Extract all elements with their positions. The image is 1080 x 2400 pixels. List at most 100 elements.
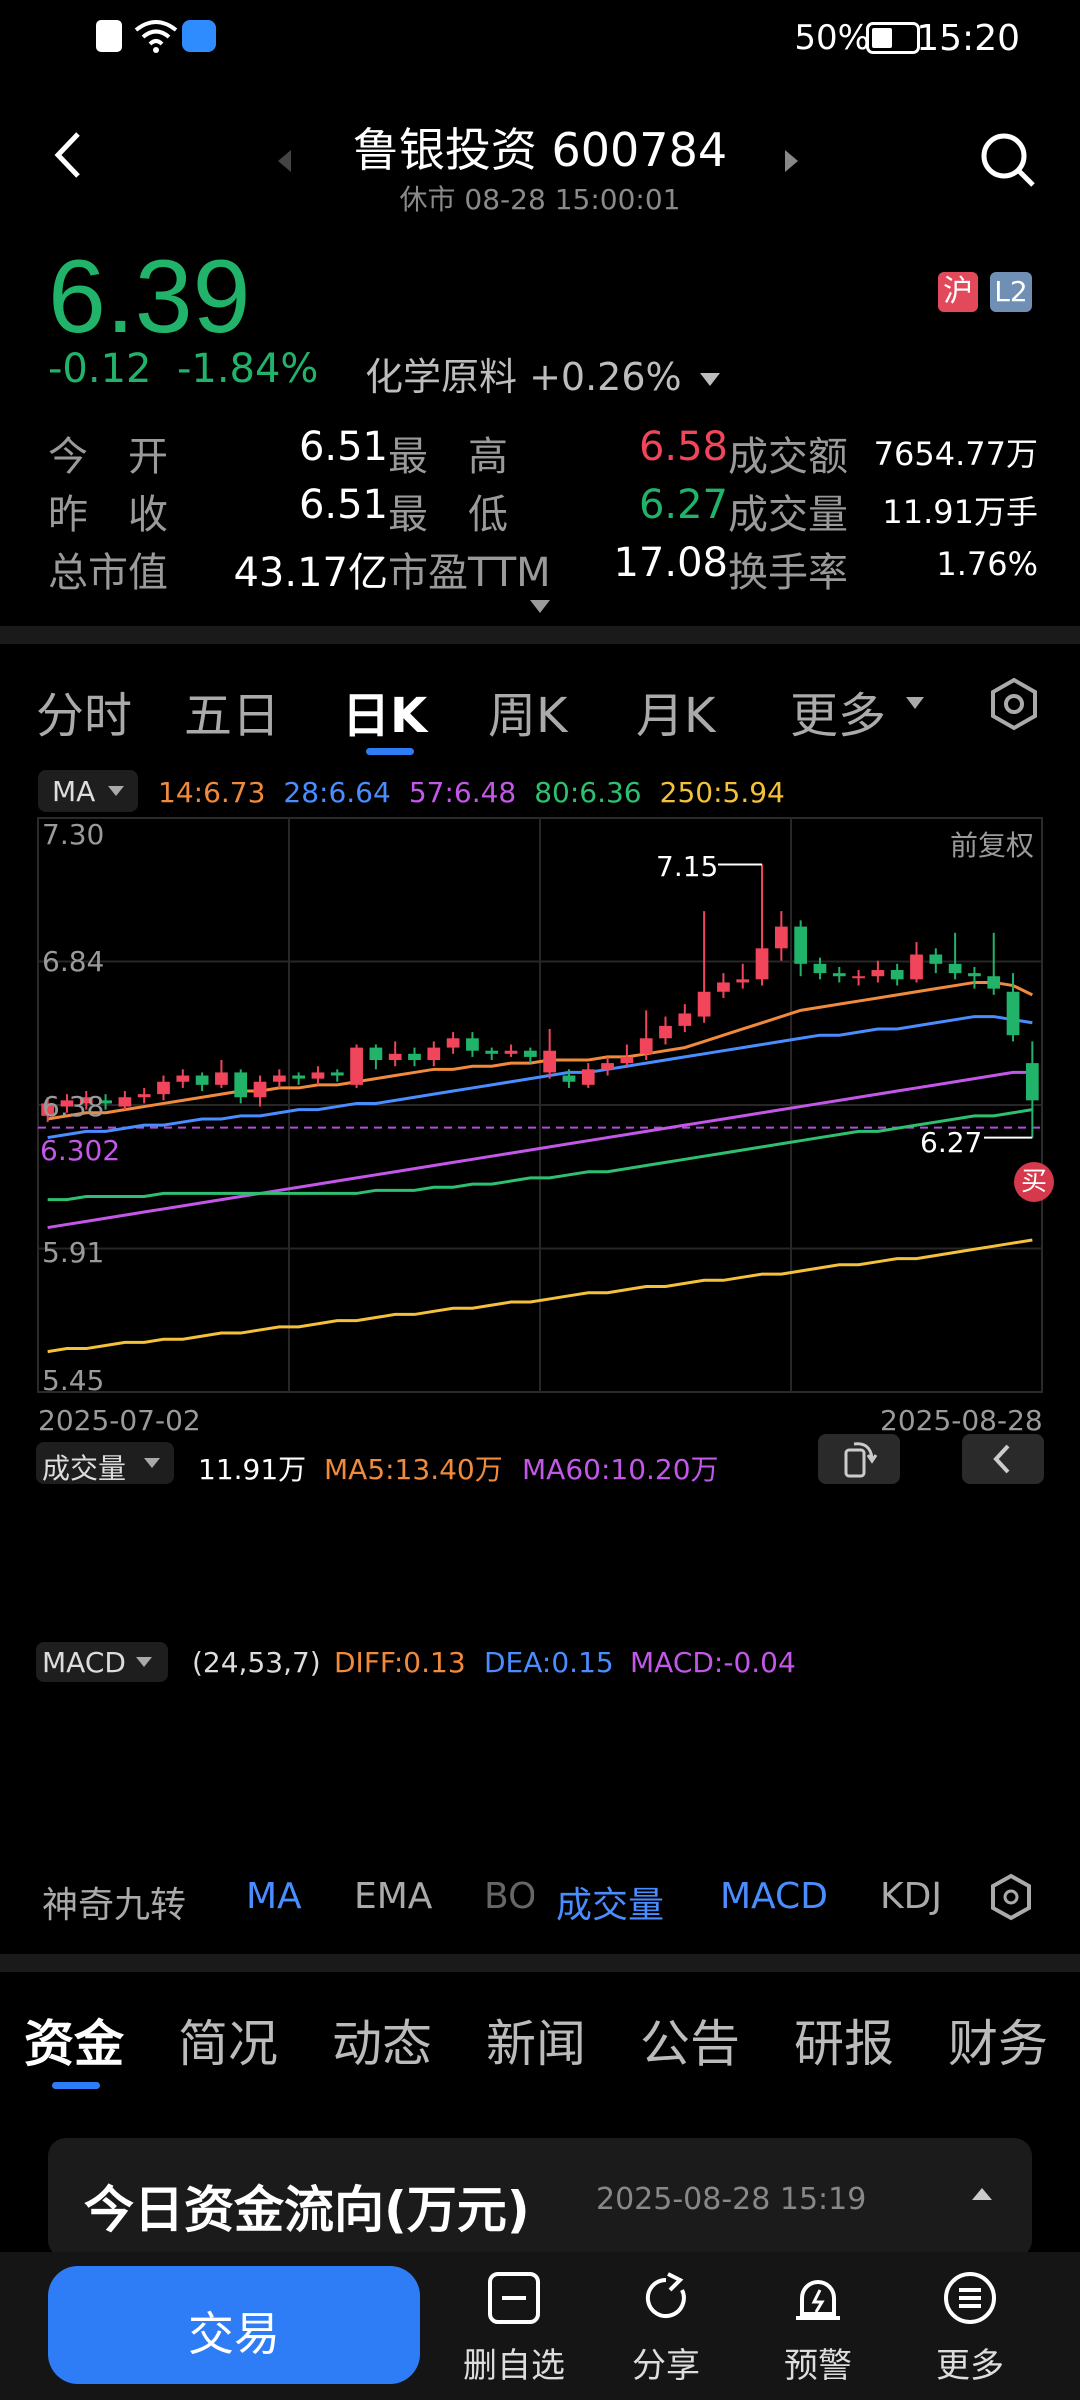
minus-box-icon	[488, 2272, 540, 2324]
ma-legend-item: 14:6.73	[158, 776, 266, 809]
prev-stock-icon[interactable]	[278, 150, 291, 172]
trade-button[interactable]: 交易	[48, 2266, 420, 2384]
volume-ma60: MA60:10.20万	[522, 1453, 719, 1486]
price-change: -0.12 -1.84%	[48, 346, 318, 392]
expand-stats-icon[interactable]	[530, 600, 550, 613]
ma-selector[interactable]: MA	[38, 770, 138, 812]
more-button[interactable]: 更多	[908, 2266, 1032, 2394]
ma-legend-item: 57:6.48	[408, 776, 517, 809]
chart-period-tabs: 分时 五日 日K 周K 月K 更多	[36, 676, 996, 755]
y-tick-top: 7.30	[42, 818, 105, 851]
collapse-caret-icon[interactable]	[972, 2188, 992, 2200]
more-label: 更多	[936, 2346, 1004, 2386]
candle-body	[948, 963, 962, 974]
macd-dea: DEA:0.15	[484, 1646, 614, 1679]
ma-line-28	[47, 1015, 1033, 1140]
candle-body	[717, 982, 730, 992]
rotate-screen-button[interactable]	[818, 1434, 900, 1484]
tab-info[interactable]: 财务	[948, 2015, 1048, 2073]
candle-body	[562, 1075, 576, 1082]
candle-body	[466, 1038, 479, 1051]
sector-link[interactable]: 化学原料 +0.26%	[365, 346, 720, 401]
volume-selector[interactable]: 成交量	[36, 1442, 174, 1485]
candle-body	[253, 1081, 267, 1098]
candle-body	[774, 926, 788, 949]
indicator-volume[interactable]: 成交量	[556, 1885, 665, 1926]
indicator-ma[interactable]: MA	[246, 1876, 302, 1917]
stat-value: 6.27	[638, 482, 728, 528]
stat-label: 今 开	[48, 434, 168, 480]
status-bar: 50% 15:20	[0, 0, 1080, 80]
stat-value: 17.08	[613, 540, 728, 586]
remove-watchlist-button[interactable]: 删自选	[452, 2266, 576, 2394]
change-percent: -1.84%	[176, 346, 319, 392]
tab-period[interactable]: 更多	[790, 688, 887, 744]
section-divider-2	[0, 1954, 1080, 1972]
ma-legend: 14:6.73 28:6.64 57:6.48 80:6.36 250:5.94	[158, 776, 803, 809]
chart-settings-icon[interactable]	[986, 676, 1042, 736]
high-marker-label: 7.15	[656, 850, 719, 883]
candle-body	[832, 973, 846, 977]
fund-flow-card[interactable]: 今日资金流向(万元) 2025-08-28 15:19	[48, 2138, 1032, 2258]
share-button[interactable]: 分享	[604, 2266, 728, 2394]
change-value: -0.12	[48, 346, 152, 392]
tab-info[interactable]: 公告	[640, 2015, 740, 2073]
volume-selector-label: 成交量	[42, 1452, 127, 1485]
buy-signal-badge[interactable]: 买	[1014, 1162, 1054, 1202]
tab-period[interactable]: 日K	[342, 688, 428, 744]
tab-period[interactable]: 月K	[636, 688, 716, 744]
tab-info[interactable]: 研报	[794, 2015, 894, 2073]
ma-legend-item: 28:6.64	[283, 776, 391, 809]
indicator-kdj[interactable]: KDJ	[880, 1876, 942, 1917]
tab-period[interactable]: 五日	[184, 688, 281, 744]
stat-value: 6.51	[298, 482, 388, 528]
next-stock-icon[interactable]	[785, 150, 798, 172]
macd-hist: MACD:-0.04	[630, 1646, 796, 1679]
candle-body	[543, 1050, 557, 1073]
tab-period[interactable]: 分时	[36, 688, 133, 744]
candle-body	[272, 1075, 286, 1082]
candle-body	[485, 1050, 499, 1054]
alert-button[interactable]: 预警	[756, 2266, 880, 2394]
chevron-left-icon	[993, 1444, 1010, 1474]
back-icon[interactable]	[52, 130, 82, 184]
market-status: 休市 08-28 15:00:01	[399, 183, 681, 216]
candle-body	[736, 979, 750, 983]
candle-body	[408, 1053, 421, 1061]
indicator-ema[interactable]: EMA	[354, 1876, 433, 1917]
candle-body	[794, 926, 808, 964]
candle-body	[987, 976, 1001, 989]
candle-body	[369, 1047, 383, 1061]
macd-selector[interactable]: MACD	[36, 1642, 168, 1682]
stat-label: 换手率	[728, 550, 848, 596]
tab-info[interactable]: 简况	[178, 2015, 278, 2073]
tab-info[interactable]: 新闻	[486, 2015, 586, 2073]
y-tick-2: 6.84	[42, 945, 105, 978]
alert-label: 预警	[784, 2346, 852, 2386]
indicator-nine-turns[interactable]: 神奇九转	[42, 1885, 187, 1926]
stat-label: 最 高	[388, 434, 508, 480]
ma-line-80	[47, 1108, 1033, 1202]
indicator-settings-icon[interactable]	[986, 1872, 1036, 1926]
indicator-boll[interactable]: BOLL	[484, 1876, 534, 1917]
level2-badge: L2	[990, 272, 1032, 312]
candle-body	[678, 1013, 692, 1026]
candle-body	[311, 1072, 325, 1079]
collapse-panel-button[interactable]	[962, 1434, 1044, 1484]
price-adjust-label[interactable]: 前复权	[950, 829, 1035, 862]
candle-body	[446, 1038, 460, 1048]
macd-params: (24,53,7)	[192, 1646, 321, 1679]
candle-body	[813, 963, 827, 974]
tab-info[interactable]: 动态	[332, 2015, 432, 2073]
indicator-macd[interactable]: MACD	[720, 1876, 828, 1917]
candle-body	[755, 948, 769, 980]
candle-body	[234, 1072, 248, 1098]
tab-period[interactable]: 周K	[488, 688, 568, 744]
tab-info[interactable]: 资金	[24, 2015, 124, 2073]
ma-caret-icon	[108, 786, 124, 796]
wifi-icon	[134, 18, 178, 58]
ref-price-label: 6.302	[40, 1134, 121, 1167]
ma-legend-item: 80:6.36	[534, 776, 642, 809]
exchange-badge: 沪	[938, 272, 978, 312]
search-icon[interactable]	[978, 130, 1038, 194]
